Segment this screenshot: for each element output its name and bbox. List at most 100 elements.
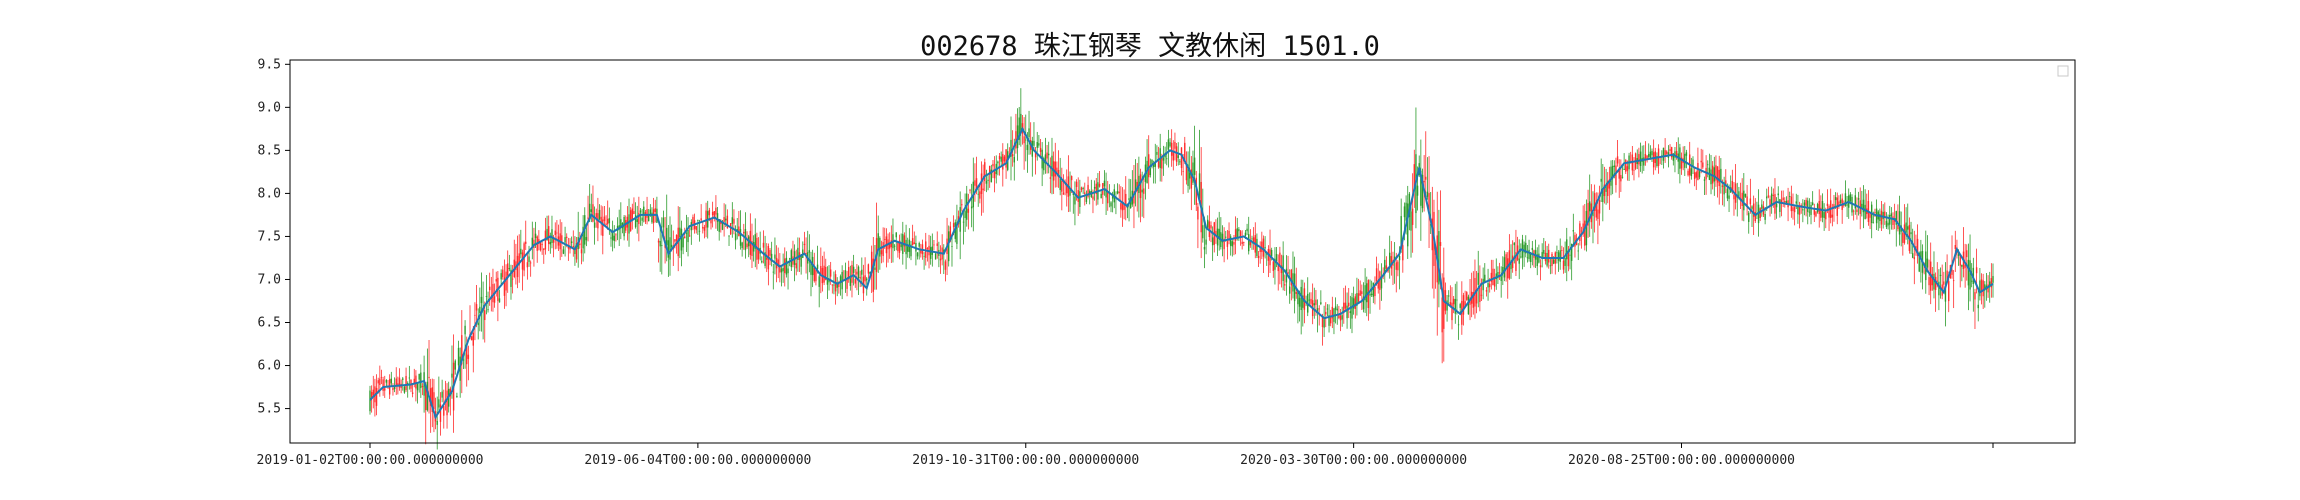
candle-body [615,234,617,236]
candle-body [438,399,440,408]
candle-body [1603,184,1606,197]
candle-body [528,256,530,262]
candle-body [1229,236,1232,246]
candle-body [762,242,765,248]
candle-body [1857,198,1860,200]
candle-body [962,221,965,223]
candle-body [785,257,788,275]
candle-body [1687,170,1689,176]
candle-body [1377,280,1379,289]
x-tick-label: 2019-01-02T00:00:00.000000000 [257,453,484,468]
candle-body [1584,220,1586,246]
candle-body [1092,196,1094,200]
candle-body [1151,159,1153,165]
candle-body [600,216,602,223]
candle-body [443,406,445,416]
candle-body [836,282,838,288]
candle-body [543,248,545,251]
candle-body [1823,212,1825,219]
candle-body [1321,316,1324,328]
candle-body [1854,195,1856,209]
candle-body [1811,202,1814,206]
candle-body [1472,292,1475,308]
candle-body [1692,159,1694,168]
candle-body [741,242,743,249]
candle-body [1607,180,1609,197]
candle-body [1028,128,1030,138]
candle-body [1156,151,1158,155]
candle-body [1057,169,1060,177]
candle-body [495,279,497,282]
candle-body [1428,193,1430,214]
candle-body [967,208,970,213]
candle-body [1551,253,1553,266]
candle-body [744,228,747,251]
candle-body [784,258,786,274]
candle-body [1644,154,1647,160]
candle-body [1703,179,1706,181]
candle-body [466,344,468,365]
candle-body [1731,180,1734,191]
candle-body [1457,324,1460,326]
candle-body [1300,286,1302,311]
candle-body [1700,160,1702,163]
candle-body [1023,136,1025,144]
candle-body [1831,214,1834,218]
candle-body [1969,260,1971,290]
candle-body [1567,251,1570,267]
candle-body [1413,164,1415,188]
candle-body [582,226,584,249]
candle-body [1520,256,1522,258]
candle-body [1110,202,1112,207]
candle-body [1295,292,1297,294]
candle-body [1411,208,1414,225]
candle-body [1685,152,1688,156]
candle-body [1543,249,1545,254]
candle-body [405,375,407,390]
candle-body [1936,280,1938,282]
candle-body [488,286,491,291]
candle-body [416,382,419,391]
candle-body [977,193,979,195]
candle-body [662,217,665,228]
candle-body [585,237,588,241]
candle-body [631,208,634,221]
candle-body [397,383,399,386]
candle-body [1918,252,1920,272]
candle-body [826,278,829,285]
candle-body [936,243,938,246]
candle-body [1723,182,1725,195]
candle-body [1123,204,1125,210]
candle-body [572,245,574,248]
candle-body [1618,169,1620,179]
candle-body [1552,259,1555,264]
candle-body [1610,166,1612,186]
candle-body [1015,131,1017,149]
candle-body [1034,150,1037,158]
candle-body [1000,156,1002,162]
candle-body [1098,183,1101,187]
candle-body [1426,191,1429,197]
candle-body [1856,209,1858,212]
candle-body [1748,212,1750,222]
candle-body [1761,204,1763,209]
candle-body [634,215,637,228]
candle-body [1834,197,1837,201]
candle-body [428,376,430,379]
candle-body [525,241,527,244]
candle-body [754,234,756,249]
candle-body [674,239,676,242]
candle-body [1528,249,1530,259]
candle-body [856,271,858,275]
candle-body [1766,196,1768,199]
candle-body [715,207,717,215]
candle-body [1239,231,1242,238]
candle-body [1202,225,1204,239]
candle-body [949,226,952,242]
candle-body [1179,161,1181,163]
candle-body [872,258,874,292]
candle-body [1187,164,1189,186]
candle-body [1639,151,1642,166]
candle-body [1087,184,1089,197]
candle-body [1589,201,1591,212]
